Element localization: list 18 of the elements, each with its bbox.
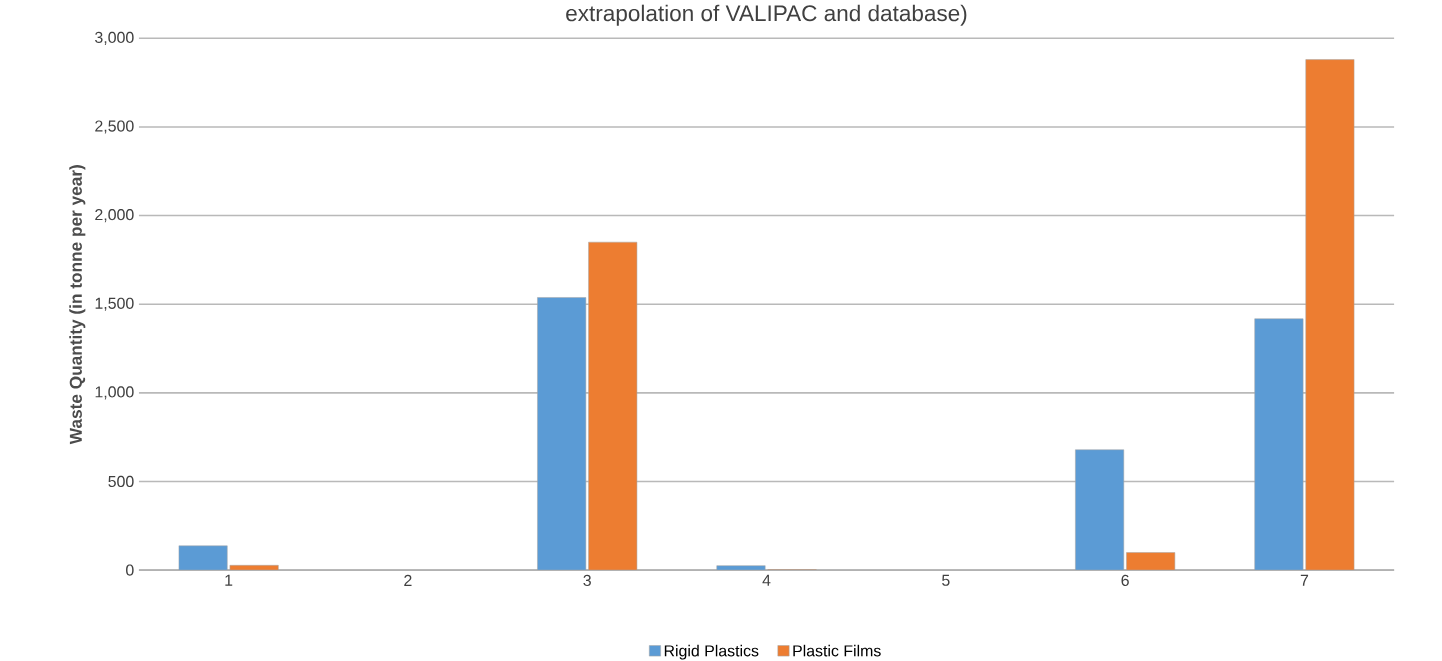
y-tick-label: 1,000 xyxy=(95,386,134,400)
x-tick-label: 7 xyxy=(1300,574,1309,586)
y-tick-label: 1,500 xyxy=(95,297,134,311)
legend-label: Plastic Films xyxy=(793,644,881,657)
y-tick-label: 500 xyxy=(108,475,134,488)
y-tick-label: 3,000 xyxy=(95,31,134,45)
chart-title: extrapolation of VALIPAC and database) xyxy=(566,4,967,26)
y-axis-title: Waste Quantity (in tonne per year) xyxy=(69,165,86,445)
y-tick-label: 0 xyxy=(126,564,134,576)
x-tick-label: 1 xyxy=(225,574,233,586)
legend-label: Rigid Plastics xyxy=(664,644,759,660)
x-tick-label: 5 xyxy=(942,574,950,586)
x-tick-label: 3 xyxy=(583,574,591,586)
y-tick-label: 2,500 xyxy=(95,120,134,134)
x-tick-label: 2 xyxy=(404,574,412,586)
y-tick-label: 2,000 xyxy=(95,208,134,223)
x-tick-label: 6 xyxy=(1121,574,1129,586)
x-tick-label: 4 xyxy=(762,574,771,586)
